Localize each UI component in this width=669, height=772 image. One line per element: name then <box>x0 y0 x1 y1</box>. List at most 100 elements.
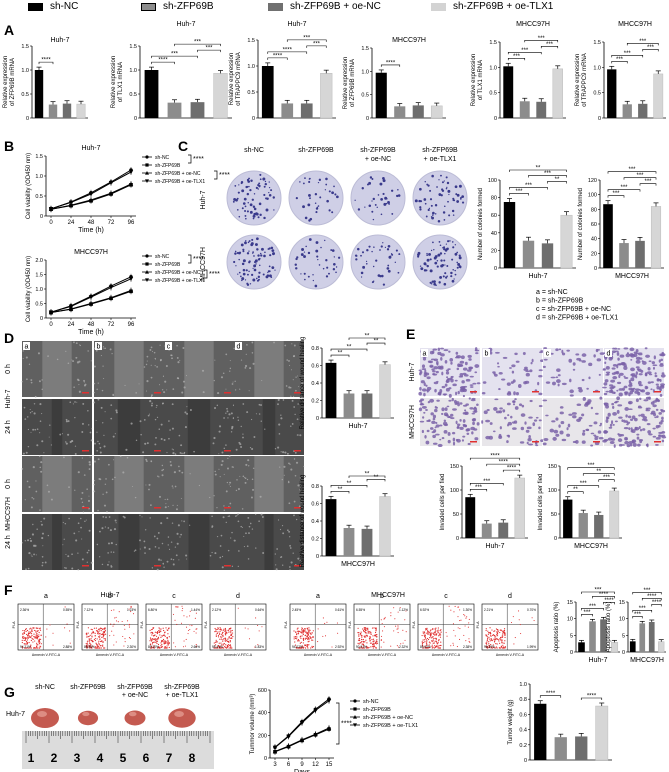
event-dot <box>91 632 93 634</box>
event-dot <box>157 643 160 646</box>
cell-dot <box>71 553 73 556</box>
invaded-cell <box>648 360 652 363</box>
invaded-cell <box>550 376 556 379</box>
colony-dot <box>264 251 266 254</box>
cell-dot <box>105 516 107 519</box>
cell-dot <box>99 446 102 449</box>
invaded-cell <box>555 417 559 421</box>
invaded-cell <box>462 419 466 423</box>
event-dot <box>102 645 104 647</box>
event-dot <box>494 647 496 649</box>
key-item: a = sh-NC <box>536 289 568 296</box>
event-dot <box>301 628 304 630</box>
event-dot <box>215 634 217 636</box>
legend-label: sh-ZFP69B + oe-TLX1 <box>155 278 205 284</box>
colony-dot <box>387 200 390 204</box>
event-dot <box>427 631 429 634</box>
invaded-cell <box>459 373 464 377</box>
cell-dot <box>221 451 224 454</box>
cell-dot <box>296 434 299 436</box>
y-axis-label: Number of colonies formed <box>578 188 584 260</box>
invaded-cell <box>501 378 506 381</box>
y-axis-label: Relative expression <box>343 57 349 109</box>
colony-dot <box>426 252 428 255</box>
invaded-cell <box>538 426 541 430</box>
colony-dot <box>269 274 272 278</box>
y-tick-label: 40 <box>491 231 497 237</box>
invaded-cell <box>439 389 443 393</box>
event-dot <box>369 642 372 644</box>
invaded-cell <box>459 402 463 405</box>
invaded-cell <box>571 412 577 415</box>
significance-label: **** <box>219 172 230 179</box>
event-dot <box>229 628 231 630</box>
invaded-cell <box>441 371 444 376</box>
y-tick-label: 0.5 <box>361 93 369 99</box>
invaded-cell <box>528 416 533 419</box>
event-dot <box>26 637 28 639</box>
event-dot <box>157 638 159 640</box>
x-axis-label: Days <box>294 769 310 772</box>
invaded-cell <box>658 411 662 415</box>
invaded-cell <box>597 430 602 434</box>
event-dot <box>223 628 225 630</box>
event-dot <box>35 647 37 649</box>
bar <box>552 68 563 119</box>
cell-dot <box>28 363 31 365</box>
event-dot <box>432 640 434 642</box>
invaded-cell <box>628 408 633 411</box>
bar <box>379 364 391 419</box>
y-axis-label: Invaded cells per fied <box>538 474 544 531</box>
cell-dot <box>288 462 290 465</box>
invaded-cell <box>617 363 622 366</box>
event-dot <box>434 640 436 642</box>
colony-dot <box>461 201 465 204</box>
event-dot <box>374 634 377 636</box>
event-dot <box>215 630 217 633</box>
event-dot <box>164 642 167 644</box>
event-dot <box>159 630 161 632</box>
time-label: 24 h <box>5 535 12 549</box>
invaded-cell <box>432 417 436 421</box>
cell-dot <box>63 538 65 540</box>
cell-dot <box>164 506 167 509</box>
invaded-cell <box>614 401 618 404</box>
significance-label: **** <box>209 271 220 278</box>
event-dot <box>32 641 34 643</box>
colony-dot <box>331 191 334 195</box>
invaded-cell <box>447 432 451 436</box>
x-tick-label: 9 <box>300 762 304 768</box>
colony-dot <box>238 258 240 261</box>
flow-x-axis-label: Annexin V-FITC-A <box>304 653 333 657</box>
quadrant-value: 90.01% <box>356 645 367 649</box>
bar <box>503 66 514 118</box>
invaded-cell <box>447 368 451 370</box>
cell-dot <box>169 429 171 431</box>
event-dot <box>22 629 24 632</box>
cell-dot <box>65 441 67 443</box>
event-dot <box>436 645 438 648</box>
cell-dot <box>104 483 107 485</box>
colony-dot <box>369 176 373 179</box>
event-dot <box>217 645 220 647</box>
colony-dot <box>456 200 460 203</box>
event-dot <box>30 644 32 646</box>
cell-dot <box>50 498 53 501</box>
event-dot <box>21 645 23 648</box>
event-dot <box>399 607 401 609</box>
significance-bracket <box>581 591 615 594</box>
cell-dot <box>284 344 287 347</box>
invaded-cell <box>609 440 615 444</box>
y-tick-label: 1.0 <box>593 65 601 71</box>
colony-dot <box>391 253 394 256</box>
cell-dot <box>35 480 37 482</box>
event-dot <box>166 647 168 649</box>
y-tick-label: 0 <box>252 116 255 122</box>
colony-dot <box>240 275 242 278</box>
cell-dot <box>83 384 86 387</box>
event-dot <box>86 634 88 636</box>
invaded-cell <box>436 399 440 402</box>
cell-dot <box>39 509 41 511</box>
invaded-cell <box>419 370 423 374</box>
